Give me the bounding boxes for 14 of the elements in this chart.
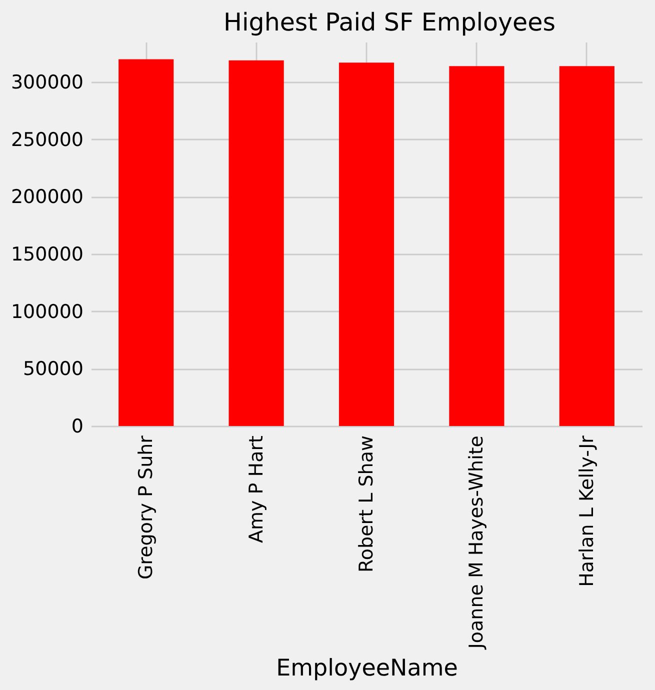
x-tick-label: Joanne M Hayes-White — [466, 436, 488, 650]
x-tick-label: Amy P Hart — [245, 436, 268, 543]
y-tick-label: 200000 — [10, 186, 84, 208]
y-tick-label: 250000 — [10, 128, 84, 151]
x-axis-title: EmployeeName — [276, 656, 458, 682]
x-tick-label: Gregory P Suhr — [135, 435, 158, 580]
x-tick-label: Robert L Shaw — [356, 436, 378, 572]
y-tick-label: 0 — [71, 416, 84, 438]
x-tick-label: Harlan L Kelly-Jr — [576, 435, 598, 587]
y-tick-label: 50000 — [23, 358, 84, 380]
y-tick-label: 100000 — [10, 300, 84, 323]
chart-title: Highest Paid SF Employees — [224, 8, 556, 36]
y-tick-label: 150000 — [10, 244, 84, 266]
y-tick-label: 300000 — [10, 72, 84, 94]
